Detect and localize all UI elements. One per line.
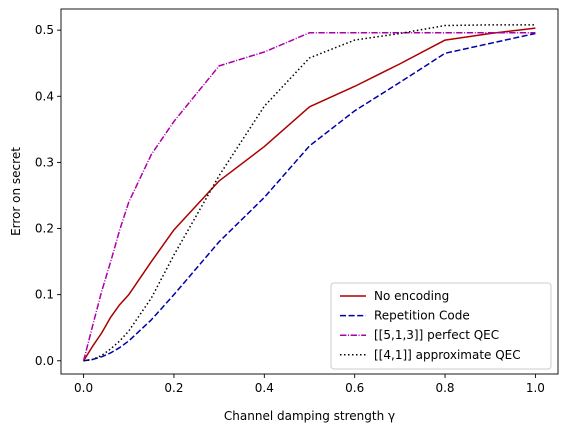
y-axis: 0.0 0.1 0.2 0.3 0.4 0.5 xyxy=(35,23,61,368)
legend-label: Repetition Code xyxy=(374,309,470,323)
y-tick-label: 0.3 xyxy=(35,155,54,169)
series-line-0 xyxy=(82,27,536,362)
y-tick-label: 0.4 xyxy=(35,89,54,103)
x-tick-label: 0.0 xyxy=(74,381,93,395)
x-tick-label: 1.0 xyxy=(526,381,545,395)
y-tick-label: 0.5 xyxy=(35,23,54,37)
legend-label: [[5,1,3]] perfect QEC xyxy=(374,328,499,342)
legend-box xyxy=(330,282,552,370)
legend-label: No encoding xyxy=(374,289,449,303)
x-tick-label: 0.4 xyxy=(255,381,274,395)
series-line-2 xyxy=(82,32,536,361)
plot-frame xyxy=(60,8,559,375)
legend: No encoding Repetition Code [[5,1,3]] perf… xyxy=(330,282,552,370)
y-tick-label: 0.1 xyxy=(35,288,54,302)
x-axis: 0.0 0.2 0.4 0.6 0.8 1.0 xyxy=(74,374,545,395)
series-line-1 xyxy=(83,32,536,362)
series-line-3 xyxy=(83,24,536,362)
x-axis-label: Channel damping strength γ xyxy=(224,409,395,423)
y-tick-label: 0.2 xyxy=(35,222,54,236)
series-layer xyxy=(82,24,536,362)
legend-label: [[4,1]] approximate QEC xyxy=(374,348,521,362)
x-tick-label: 0.2 xyxy=(164,381,183,395)
x-tick-label: 0.8 xyxy=(435,381,454,395)
x-tick-label: 0.6 xyxy=(345,381,364,395)
y-axis-label: Error on secret xyxy=(9,147,23,236)
y-tick-label: 0.0 xyxy=(35,354,54,368)
